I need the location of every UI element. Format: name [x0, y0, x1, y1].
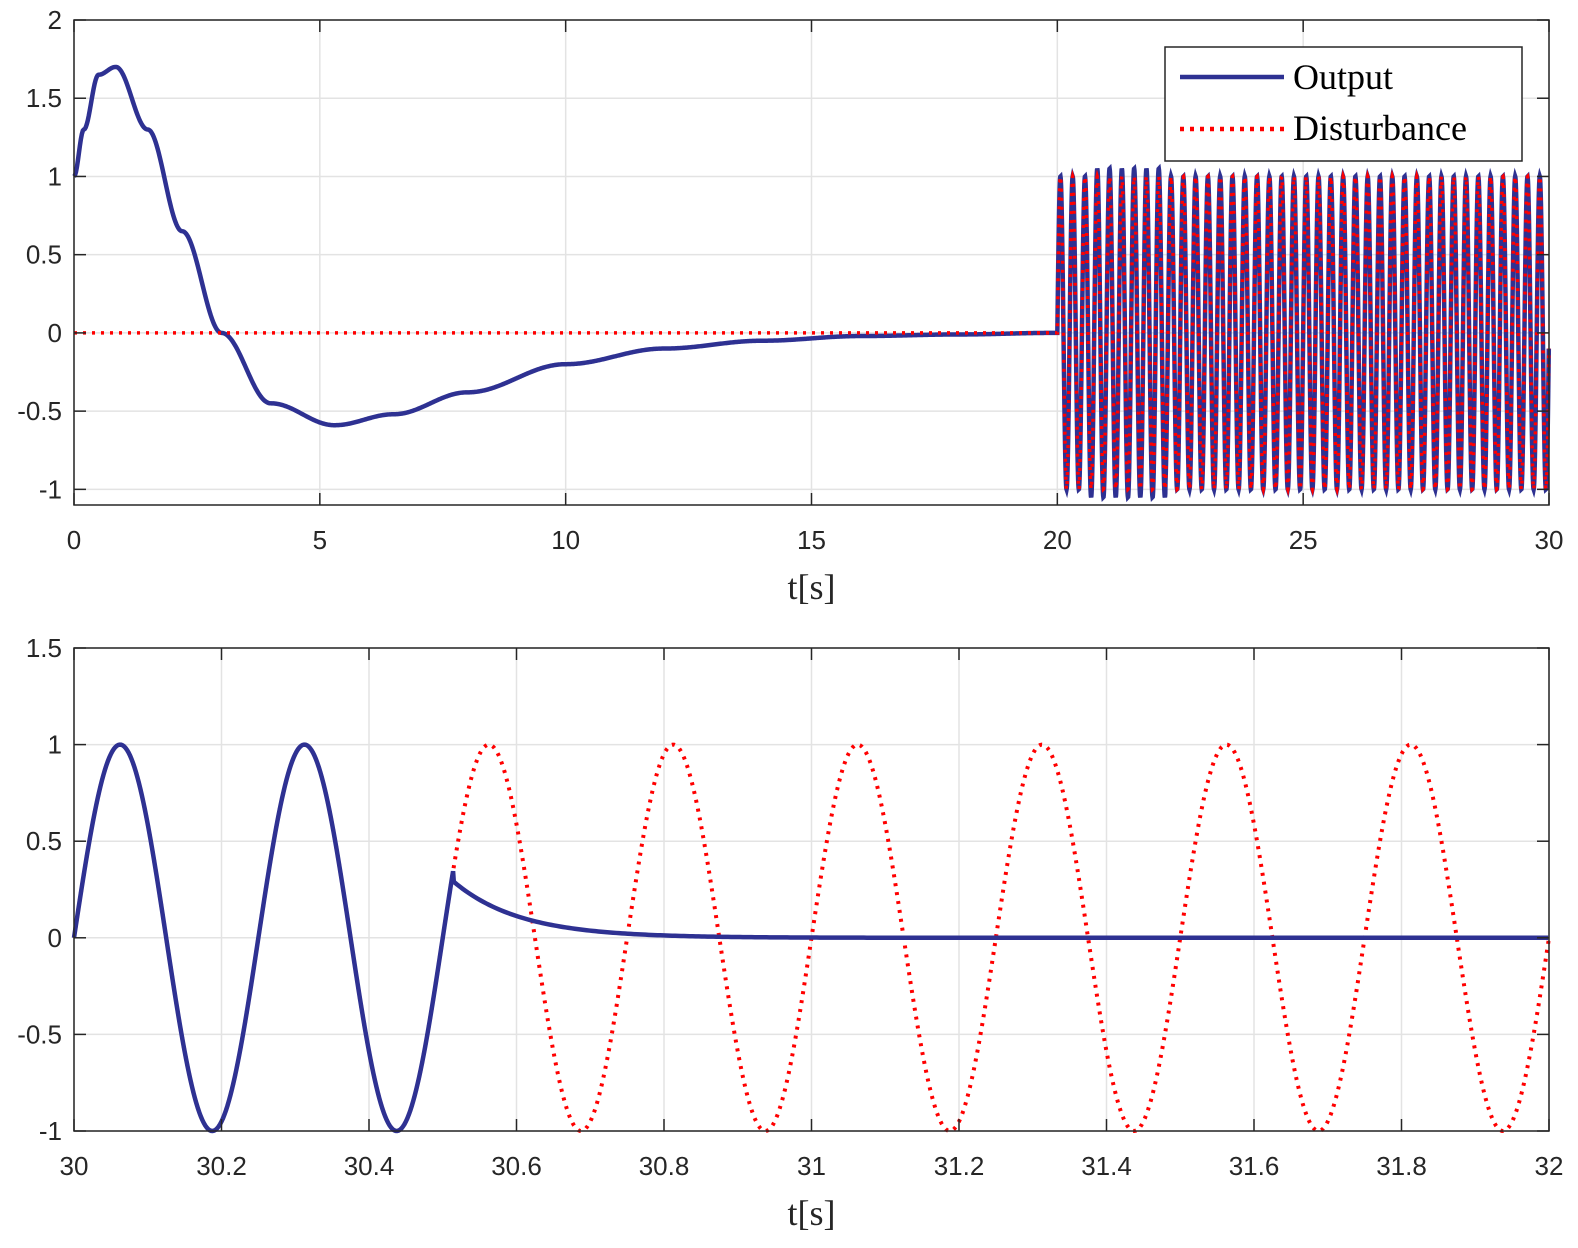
x-tick-label: 20: [1043, 525, 1072, 555]
legend-box: [1164, 46, 1523, 162]
y-tick-label: 0: [48, 318, 62, 348]
y-tick-label: 1.5: [26, 83, 62, 113]
x-tick-label: 30.6: [491, 1151, 542, 1181]
x-tick-label: 31.8: [1376, 1151, 1427, 1181]
y-tick-label: 0: [48, 923, 62, 953]
legend: Output Disturbance: [1164, 46, 1523, 162]
x-tick-label: 0: [67, 525, 81, 555]
top-plot: 0 5 10 15 20 25 30 -1 -0.5 0 0.5 1 1.5 2 t[s] Output …: [17, 5, 1563, 607]
y-tick-label: 0.5: [26, 240, 62, 270]
y-tick-label: -0.5: [17, 1019, 62, 1049]
y-tick-label: 0.5: [26, 826, 62, 856]
y-tick-label: -1: [39, 474, 62, 504]
x-tick-label: 10: [551, 525, 580, 555]
x-tick-label: 30.2: [196, 1151, 247, 1181]
output-series-line: [71, 742, 1549, 1134]
legend-disturbance-label: Disturbance: [1293, 108, 1467, 148]
disturbance-series-line: [72, 742, 1551, 1133]
legend-output-label: Output: [1293, 57, 1393, 97]
y-tick-label: 1: [48, 730, 62, 760]
x-tick-label: 31.4: [1081, 1151, 1132, 1181]
x-tick-label: 30: [60, 1151, 89, 1181]
y-tick-label: -0.5: [17, 396, 62, 426]
x-tick-label: 31: [797, 1151, 826, 1181]
y-tick-label: 2: [48, 5, 62, 35]
x-tick-label: 5: [313, 525, 327, 555]
bottom-plot-grid: [73, 647, 1550, 1132]
x-tick-label: 15: [797, 525, 826, 555]
top-plot-x-axis-label: t[s]: [788, 567, 836, 607]
top-plot-ticks: 0 5 10 15 20 25 30 -1 -0.5 0 0.5 1 1.5 2: [17, 5, 1563, 555]
x-tick-label: 30: [1535, 525, 1564, 555]
bottom-plot-x-axis-label: t[s]: [788, 1193, 836, 1233]
x-tick-label: 30.4: [344, 1151, 395, 1181]
bottom-plot-series: [71, 742, 1551, 1134]
x-tick-label: 31.6: [1229, 1151, 1280, 1181]
disturbance-series-line: [74, 169, 1551, 497]
top-plot-series: [72, 64, 1552, 503]
x-tick-label: 32: [1535, 1151, 1564, 1181]
bottom-plot-ticks: 30 30.2 30.4 30.6 30.8 31 31.2 31.4 31.6 31.8 32 -1…: [17, 633, 1563, 1181]
y-tick-label: -1: [39, 1116, 62, 1146]
x-tick-label: 31.2: [934, 1151, 985, 1181]
y-tick-label: 1: [48, 161, 62, 191]
x-tick-label: 30.8: [639, 1151, 690, 1181]
bottom-plot: 30 30.2 30.4 30.6 30.8 31 31.2 31.4 31.6 31.8 32 -1…: [17, 633, 1563, 1233]
x-tick-label: 25: [1289, 525, 1318, 555]
y-tick-label: 1.5: [26, 633, 62, 663]
output-series-line: [72, 64, 1552, 503]
